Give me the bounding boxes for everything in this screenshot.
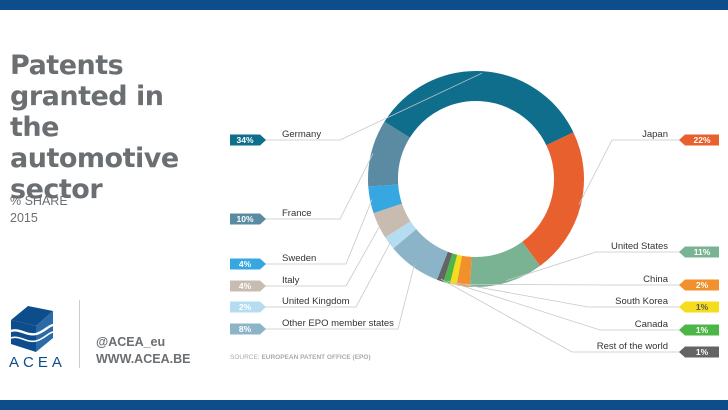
label-group-italy: 4% Italy — [230, 224, 381, 292]
leader-line — [440, 278, 719, 353]
label-group-united-kingdom: 2% United Kingdom — [230, 241, 392, 313]
label-group-japan: 22% Japan — [578, 129, 719, 205]
value-badge — [679, 246, 719, 258]
value-badge — [230, 258, 266, 270]
donut-slice-france — [368, 121, 411, 187]
donut-slice-sweden — [368, 184, 403, 214]
value-badge — [230, 301, 266, 313]
leader-line — [230, 224, 381, 287]
value-badge — [230, 280, 266, 292]
category-label: Italy — [282, 275, 300, 286]
value-label: 8% — [239, 324, 252, 334]
bottom-border-bar — [0, 400, 728, 410]
value-badge — [679, 324, 719, 336]
leader-line — [230, 265, 415, 330]
donut-slice-united-states — [469, 241, 541, 287]
label-group-south-korea: 1% South Korea — [453, 282, 719, 313]
value-label: 4% — [239, 259, 252, 269]
category-label: Germany — [282, 129, 321, 140]
leader-line — [230, 241, 392, 308]
category-label: Rest of the world — [597, 341, 668, 352]
donut-slice-other-epo-member-states — [393, 228, 449, 280]
category-label: United States — [611, 241, 668, 252]
donut-slice-rest-of-the-world — [436, 251, 453, 282]
category-label: Sweden — [282, 253, 316, 264]
value-badge — [230, 134, 266, 146]
value-badge — [230, 213, 266, 225]
leader-line — [230, 153, 374, 220]
value-label: 1% — [696, 325, 709, 335]
value-label: 34% — [236, 135, 253, 145]
leader-line — [230, 199, 373, 265]
chart-title: Patents granted in the automotive sector — [10, 50, 225, 205]
label-group-germany: 34% Germany — [230, 72, 483, 146]
category-label: United Kingdom — [282, 296, 350, 307]
donut-slice-south-korea — [449, 254, 463, 286]
category-label: China — [643, 274, 669, 285]
chart-year: 2015 — [10, 211, 38, 225]
value-label: 4% — [239, 281, 252, 291]
label-group-france: 10% France — [230, 153, 374, 225]
chart-subtitle: % SHARE — [10, 194, 68, 208]
donut-slice-italy — [373, 203, 411, 238]
label-group-sweden: 4% Sweden — [230, 199, 373, 270]
category-label: Canada — [635, 319, 669, 330]
leader-line — [578, 139, 719, 205]
top-border-bar — [0, 0, 728, 10]
title-line: granted in — [10, 81, 164, 112]
category-label: Japan — [642, 129, 668, 140]
donut-slice-japan — [521, 132, 584, 266]
leader-line — [453, 282, 719, 308]
twitter-handle: @ACEA_eu — [96, 335, 166, 349]
label-group-china: 2% China — [463, 274, 719, 291]
donut-slice-canada — [443, 253, 458, 284]
label-group-rest-of-the-world: 1% Rest of the world — [440, 278, 719, 358]
category-label: France — [282, 208, 312, 219]
value-label: 10% — [236, 214, 253, 224]
value-label: 11% — [694, 247, 711, 257]
label-group-canada: 1% Canada — [446, 280, 719, 336]
label-group-other-epo-member-states: 8% Other EPO member states — [230, 265, 415, 335]
donut-slice-united-kingdom — [385, 221, 417, 249]
source-note: SOURCE: EUROPEAN PATENT OFFICE (EPO) — [230, 354, 371, 361]
value-badge — [230, 323, 266, 335]
value-badge — [679, 346, 719, 358]
title-line: sector — [10, 174, 103, 205]
acea-logo-icon — [10, 306, 54, 352]
value-label: 1% — [696, 347, 709, 357]
category-label: Other EPO member states — [282, 318, 394, 329]
value-label: 1% — [696, 302, 709, 312]
website-link: WWW.ACEA.BE — [96, 352, 191, 366]
value-label: 22% — [693, 135, 710, 145]
title-line: the automotive — [10, 112, 179, 174]
label-group-united-states: 11% United States — [506, 241, 719, 281]
brand-divider — [79, 300, 80, 368]
acea-logo-text: ACEA — [9, 354, 66, 371]
leader-line — [506, 251, 719, 281]
leader-line — [230, 72, 483, 141]
value-label: 2% — [239, 302, 252, 312]
source-prefix: SOURCE: — [230, 354, 260, 361]
title-line: Patents — [10, 50, 124, 81]
value-badge — [679, 279, 719, 291]
value-badge — [679, 134, 719, 146]
value-label: 2% — [696, 280, 709, 290]
donut-slice-china — [456, 255, 472, 287]
donut-slice-germany — [384, 71, 574, 146]
source-name: EUROPEAN PATENT OFFICE (EPO) — [261, 354, 371, 361]
value-badge — [679, 301, 719, 313]
category-label: South Korea — [615, 296, 669, 307]
